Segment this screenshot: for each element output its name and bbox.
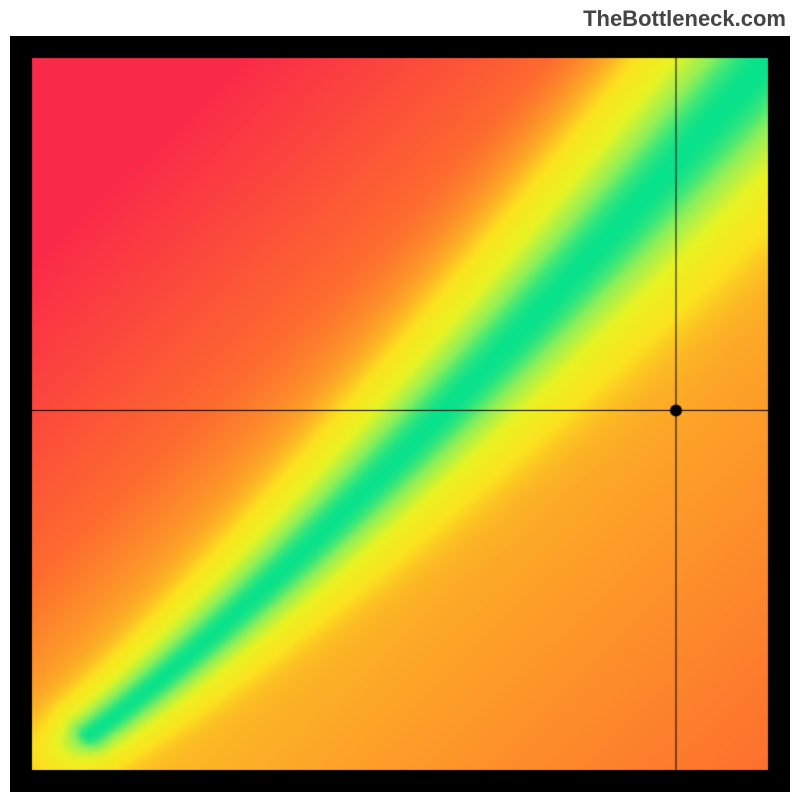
bottleneck-heatmap (10, 36, 790, 792)
watermark-text: TheBottleneck.com (583, 6, 786, 32)
